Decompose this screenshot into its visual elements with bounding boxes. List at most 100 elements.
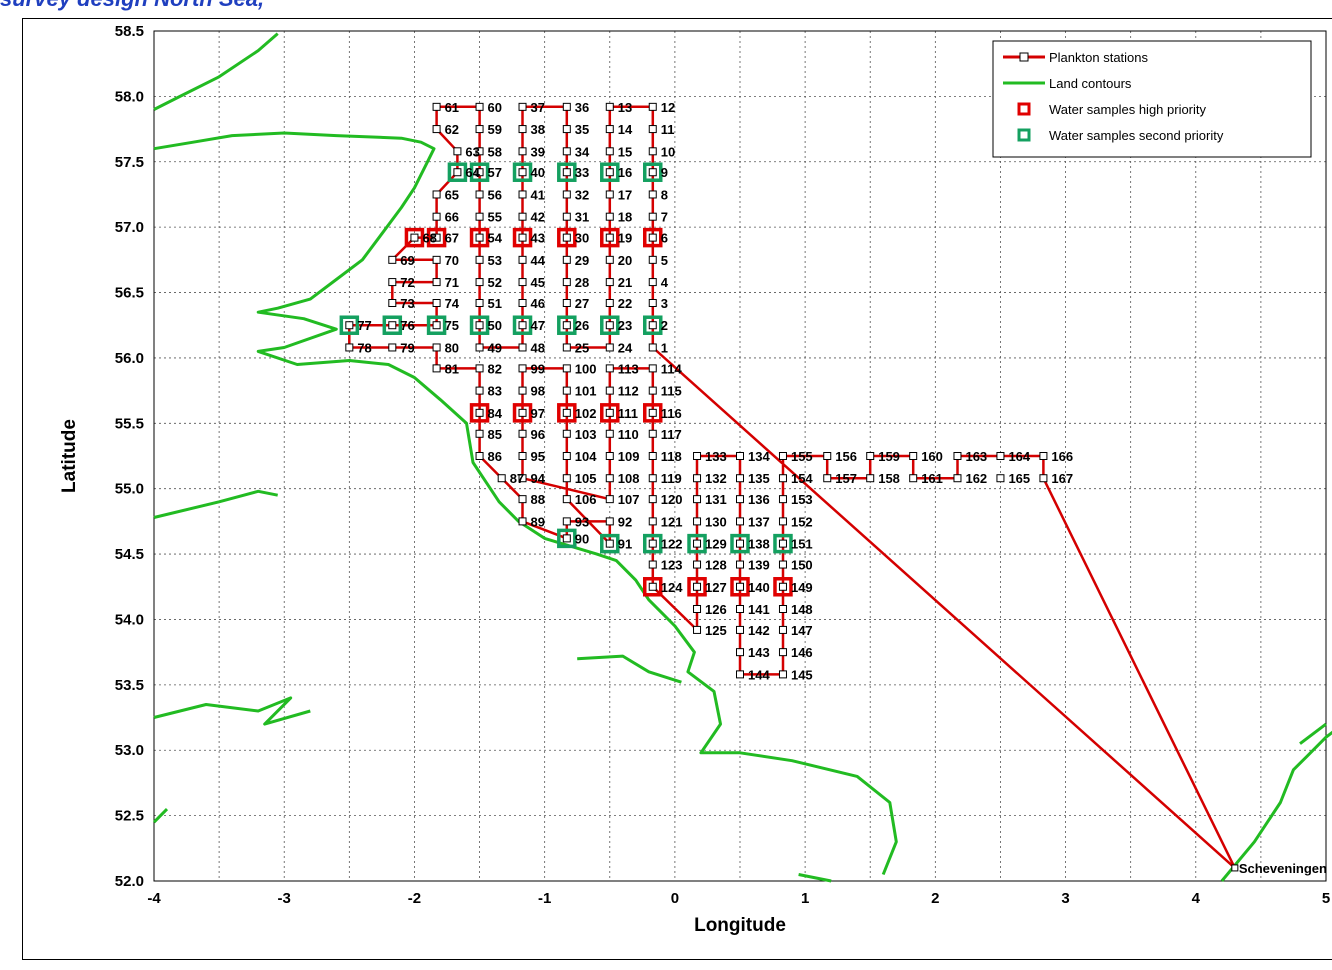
station-marker bbox=[518, 299, 527, 307]
station-marker bbox=[518, 343, 527, 352]
station-label: 107 bbox=[618, 492, 640, 507]
station-marker bbox=[605, 321, 614, 330]
station-marker bbox=[736, 517, 744, 526]
station-map-chart: 1234567891011121314151617181920212223242… bbox=[59, 23, 1332, 936]
station-label: 14 bbox=[618, 122, 633, 137]
station-marker bbox=[693, 625, 702, 634]
station-marker bbox=[1039, 474, 1048, 483]
station-label: 81 bbox=[445, 361, 459, 376]
station-marker bbox=[736, 560, 744, 569]
station-label: 51 bbox=[488, 296, 502, 311]
station-label: 127 bbox=[705, 580, 727, 595]
station-label: 39 bbox=[531, 144, 545, 159]
station-marker bbox=[518, 429, 527, 438]
sample-second-priority bbox=[469, 162, 490, 182]
station-label: 122 bbox=[661, 537, 683, 552]
station-marker bbox=[648, 539, 657, 548]
station-label: 136 bbox=[748, 492, 770, 507]
station-label: 116 bbox=[661, 406, 682, 421]
station-label: 68 bbox=[422, 231, 436, 246]
station-label: 158 bbox=[878, 471, 900, 486]
legend: Plankton stations Land contours Water samp… bbox=[992, 40, 1312, 158]
station-label: 102 bbox=[575, 406, 597, 421]
sample-second-priority bbox=[512, 315, 533, 335]
station-label: 48 bbox=[531, 340, 545, 355]
station-label: 167 bbox=[1051, 471, 1073, 486]
station-marker bbox=[475, 408, 484, 417]
station-label: 40 bbox=[531, 165, 545, 180]
station-label: 62 bbox=[445, 122, 459, 137]
station-marker bbox=[475, 190, 484, 199]
sample-second-priority bbox=[643, 315, 663, 335]
station-label: 148 bbox=[791, 602, 813, 617]
station-marker bbox=[648, 429, 657, 438]
y-tick-label: 56.5 bbox=[115, 285, 144, 302]
station-label: 42 bbox=[531, 210, 545, 225]
station-label: 108 bbox=[618, 471, 640, 486]
sample-second-priority bbox=[600, 315, 620, 335]
station-marker bbox=[605, 212, 614, 221]
station-marker bbox=[823, 474, 832, 483]
station-marker bbox=[475, 452, 484, 460]
station-marker bbox=[823, 452, 832, 460]
station-marker bbox=[693, 495, 702, 504]
station-marker bbox=[605, 299, 614, 307]
station-label: 5 bbox=[661, 253, 668, 268]
y-tick-label: 54.0 bbox=[115, 611, 144, 628]
station-label: 2 bbox=[661, 318, 668, 333]
sample-high-priority bbox=[426, 227, 447, 248]
station-marker bbox=[432, 102, 441, 111]
legend-label: Water samples high priority bbox=[1049, 102, 1207, 117]
station-marker bbox=[562, 517, 571, 526]
x-tick-label: 1 bbox=[801, 890, 809, 907]
station-marker bbox=[605, 255, 614, 264]
station-label: 33 bbox=[575, 165, 589, 180]
station-label: 152 bbox=[791, 514, 813, 529]
station-label: 80 bbox=[445, 340, 459, 355]
station-label: 115 bbox=[661, 384, 682, 399]
station-marker bbox=[648, 364, 657, 373]
station-label: 47 bbox=[531, 318, 545, 333]
sample-high-priority bbox=[643, 403, 663, 423]
station-label: 159 bbox=[878, 449, 900, 464]
station-label: 46 bbox=[531, 296, 545, 311]
station-marker bbox=[778, 670, 787, 679]
sample-high-priority bbox=[512, 403, 533, 423]
port-label: Scheveningen bbox=[1239, 861, 1327, 876]
station-marker bbox=[996, 474, 1005, 483]
station-marker bbox=[736, 648, 744, 657]
station-label: 34 bbox=[575, 144, 590, 159]
station-marker bbox=[996, 452, 1005, 460]
sample-high-priority bbox=[469, 403, 490, 423]
station-marker bbox=[648, 125, 657, 134]
sample-second-priority bbox=[687, 533, 707, 554]
x-tick-label: 2 bbox=[931, 890, 939, 907]
station-label: 86 bbox=[488, 449, 502, 464]
station-marker bbox=[388, 321, 397, 330]
station-label: 84 bbox=[488, 406, 503, 421]
station-label: 144 bbox=[748, 667, 770, 682]
station-marker bbox=[605, 539, 614, 548]
port-marker bbox=[1231, 864, 1239, 872]
land-contour bbox=[577, 654, 682, 684]
station-label: 3 bbox=[661, 296, 668, 311]
station-marker bbox=[648, 408, 657, 417]
station-label: 89 bbox=[531, 514, 545, 529]
station-marker bbox=[432, 364, 441, 373]
station-marker bbox=[475, 364, 484, 373]
station-marker bbox=[518, 517, 527, 526]
station-marker bbox=[410, 233, 419, 242]
station-marker bbox=[736, 605, 744, 613]
station-label: 27 bbox=[575, 296, 589, 311]
station-label: 128 bbox=[705, 558, 727, 573]
station-marker bbox=[605, 517, 614, 526]
y-tick-label: 55.0 bbox=[115, 481, 144, 498]
station-marker bbox=[562, 364, 571, 373]
chart-frame: 1 2 3 4 5 6 7 8 9 10 11 12 13 14 15 16 17 18 19 20 21 22 23 24 2… bbox=[22, 18, 1332, 960]
station-marker bbox=[605, 190, 614, 199]
station-marker bbox=[605, 495, 614, 504]
sample-second-priority bbox=[643, 162, 663, 182]
station-label: 96 bbox=[531, 427, 545, 442]
station-marker bbox=[432, 190, 441, 199]
station-label: 93 bbox=[575, 514, 589, 529]
